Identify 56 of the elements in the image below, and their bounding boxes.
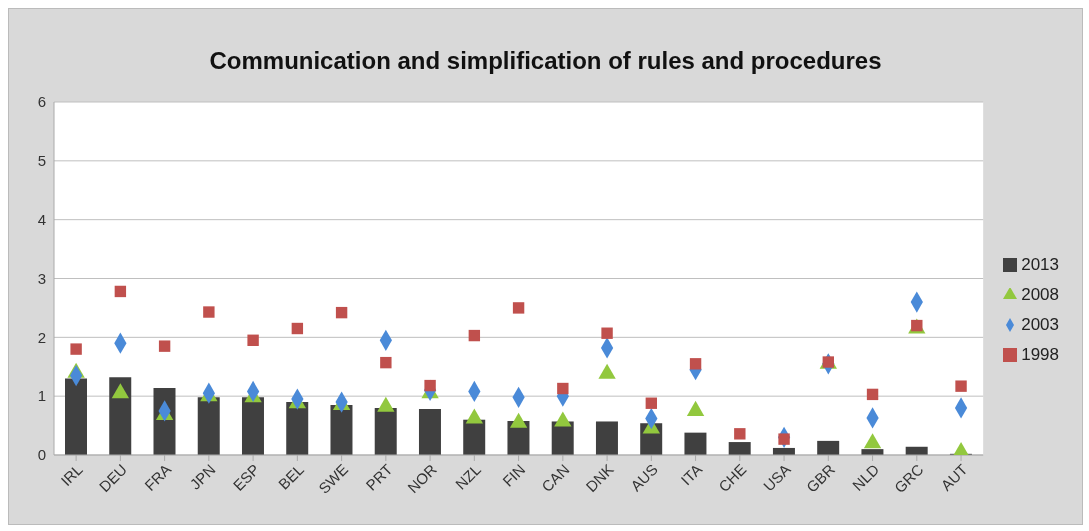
bar [817, 440, 840, 455]
bar [286, 402, 309, 455]
point [377, 396, 395, 412]
bar [418, 409, 441, 455]
point [203, 306, 215, 318]
x-tick-label: NZL [451, 460, 484, 493]
point [645, 397, 658, 409]
point [380, 356, 392, 369]
point [955, 380, 967, 392]
point [557, 382, 569, 395]
point [291, 322, 304, 335]
point [465, 408, 483, 424]
y-tick-label: 1 [37, 387, 46, 405]
legend-label: 1998 [1021, 344, 1059, 364]
bar [197, 397, 220, 455]
y-tick-label: 4 [37, 210, 46, 228]
bar [374, 407, 397, 455]
point [689, 358, 702, 370]
legend-label: 2003 [1021, 314, 1059, 334]
x-tick-label: USA [759, 460, 794, 495]
chart-title: Communication and simplification of rules and procedures [209, 47, 882, 74]
point [866, 388, 879, 401]
y-tick-label: 3 [37, 269, 46, 287]
y-tick-label: 0 [37, 446, 46, 464]
point [111, 383, 130, 399]
point [335, 306, 348, 319]
point [158, 340, 171, 352]
bar [65, 378, 87, 455]
x-tick-label: FIN [499, 460, 529, 490]
y-tick-label: 6 [37, 93, 46, 111]
x-tick-label: ITA [677, 460, 706, 489]
bar [109, 377, 132, 455]
legend-label: 2008 [1021, 284, 1059, 304]
point [247, 334, 259, 346]
bar [684, 432, 707, 455]
y-tick-label: 2 [37, 328, 46, 346]
x-tick-label: IRL [57, 460, 86, 490]
bar [241, 397, 264, 455]
point [424, 379, 436, 392]
point [601, 327, 613, 339]
bar [330, 404, 353, 455]
legend-label: 2013 [1021, 254, 1059, 274]
bar [728, 442, 751, 455]
point [686, 400, 705, 416]
x-tick-label: FRA [141, 460, 175, 494]
point [70, 343, 82, 355]
point [554, 411, 572, 427]
x-tick-label: BEL [274, 460, 308, 493]
bar [595, 421, 618, 455]
point [468, 329, 481, 342]
point [734, 428, 746, 440]
point [512, 302, 525, 314]
point [114, 285, 127, 298]
point [863, 433, 882, 449]
point [509, 412, 528, 428]
y-tick-label: 5 [37, 152, 46, 170]
